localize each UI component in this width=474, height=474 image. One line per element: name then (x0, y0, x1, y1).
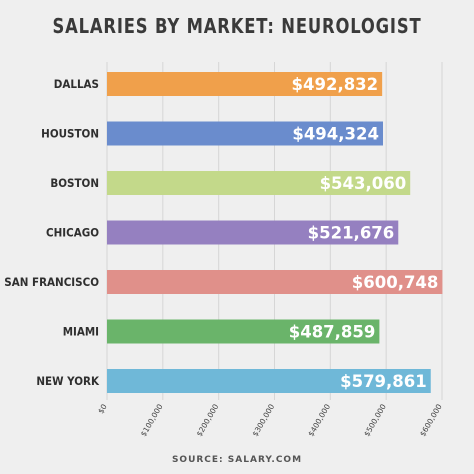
bar (107, 72, 383, 96)
x-tick-label: $600,000 (418, 402, 444, 438)
bar-value-label: $600,748 (352, 273, 439, 292)
bar (107, 369, 431, 393)
x-tick-label: $500,000 (362, 402, 388, 438)
x-tick-label: $0 (96, 402, 109, 415)
chart-title: SALARIES BY MARKET: NEUROLOGIST (52, 14, 422, 38)
bar-value-label: $521,676 (308, 224, 395, 243)
bar (107, 270, 443, 294)
x-tick-label: $300,000 (251, 402, 277, 438)
source-note: SOURCE: SALARY.COM (171, 455, 303, 465)
category-label: NEW YORK (36, 374, 100, 388)
category-label: BOSTON (50, 176, 99, 190)
x-tick-label: $100,000 (139, 402, 165, 438)
category-label: MIAMI (63, 325, 99, 339)
category-label: CHICAGO (46, 226, 99, 240)
x-tick-label: $200,000 (195, 402, 221, 438)
bar-value-label: $492,832 (292, 75, 379, 94)
bar (107, 220, 399, 245)
category-label: SAN FRANCISCO (4, 275, 99, 289)
bar (107, 171, 411, 195)
bar-value-label: $543,060 (320, 174, 407, 193)
bar-value-label: $579,861 (340, 372, 427, 391)
bar (107, 319, 380, 344)
x-tick-label: $400,000 (306, 402, 332, 438)
category-label: HOUSTON (41, 127, 99, 141)
bar-value-label: $487,859 (289, 323, 376, 342)
bar (107, 121, 383, 146)
category-label: DALLAS (54, 77, 99, 91)
bar-value-label: $494,324 (292, 125, 379, 144)
